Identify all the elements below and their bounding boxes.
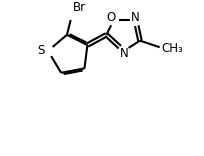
Text: O: O bbox=[106, 11, 115, 24]
Text: N: N bbox=[131, 11, 140, 24]
Text: CH₃: CH₃ bbox=[162, 42, 184, 55]
Text: S: S bbox=[38, 44, 45, 57]
Text: N: N bbox=[120, 47, 128, 60]
Text: Br: Br bbox=[73, 1, 86, 14]
